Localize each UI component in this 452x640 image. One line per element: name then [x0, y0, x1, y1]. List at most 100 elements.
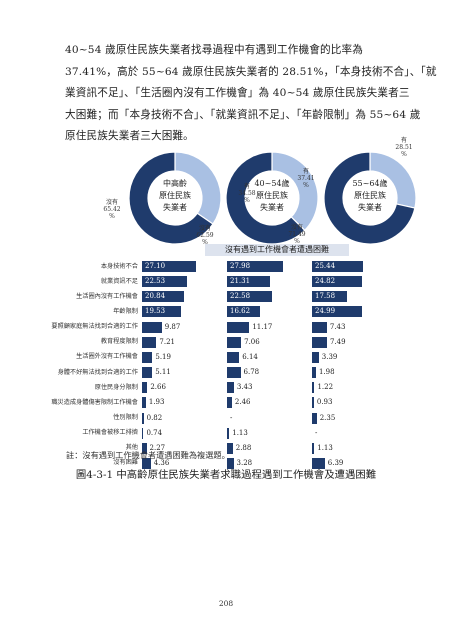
donut-label-line: 有: [302, 168, 309, 175]
donut-label-line: %: [303, 182, 309, 189]
bar-value-label: -: [315, 428, 318, 437]
donut-has-label: 有 37.41%: [292, 168, 320, 189]
donut-title-line: 失業者: [358, 203, 382, 212]
bar-value-label: 24.82: [315, 277, 336, 286]
category-label: 原住民身分限制: [94, 383, 138, 391]
donut-slice-has: [271, 151, 319, 232]
category-label: 本身技術不合: [100, 262, 138, 270]
bar-value-label: 5.11: [155, 368, 171, 377]
category-label: 工作機會被移工排擠: [82, 429, 138, 437]
bar: [142, 276, 188, 288]
bar-value-label: 5.19: [155, 352, 171, 361]
bar-value-label: 27.98: [230, 262, 251, 270]
bar: [142, 291, 184, 303]
bar-value-label: 1.13: [232, 428, 248, 437]
category-label: 生活圈外沒有工作機會: [76, 353, 138, 361]
bar: [227, 321, 250, 333]
bar-value-label: 1.13: [317, 443, 333, 452]
paragraph-line: 業資訊不足」、「生活圈內沒有工作機會」為 40~54 歲原住民族失業者三: [65, 87, 410, 99]
bar-value-label: 21.31: [230, 277, 251, 286]
bar-value-label: 24.99: [315, 307, 336, 316]
bar-value-label: 3.28: [236, 458, 253, 467]
paragraph-line: 37.41%，高於 55~64 歲原住民族失業者的 28.51%，「本身技術不合…: [65, 65, 437, 78]
bar: [312, 382, 315, 394]
bar: [142, 336, 157, 348]
bar: [142, 427, 144, 439]
bar-value-label: 7.43: [329, 322, 346, 331]
bar-value-label: 19.53: [145, 307, 166, 316]
donut-title-line: 原住民族: [256, 191, 288, 200]
donut-slice-none: [128, 151, 214, 245]
donut-title-line: 原住民族: [354, 191, 386, 200]
donut-label-line: %: [244, 197, 250, 204]
bar-value-label: 2.46: [234, 398, 251, 407]
chart-band-title: 沒有遇到工作機會者遭遇困難: [205, 244, 349, 256]
bar: [227, 367, 241, 379]
bar: [312, 442, 315, 454]
bar: [312, 306, 362, 318]
bar-value-label: 25.44: [315, 262, 336, 270]
donut-label-line: 65.42: [103, 206, 121, 213]
bar-value-label: 7.49: [329, 337, 346, 346]
bar-value-label: -: [230, 413, 233, 422]
bar-value-label: 2.35: [319, 413, 336, 422]
donut-center-title: 55~64歲 原住民族 失業者: [346, 178, 394, 214]
donut-label-line: %: [202, 239, 208, 246]
bar: [227, 427, 230, 439]
bar-value-label: 2.27: [149, 443, 166, 452]
bar: [227, 397, 232, 409]
donut-slice-none: [323, 151, 416, 245]
bar: [227, 442, 233, 454]
bar: [312, 351, 319, 363]
donut-title-line: 失業者: [163, 203, 187, 212]
bar: [142, 321, 162, 333]
paragraph-line: 40~54 歲原住民族失業者找尋過程中有遇到工作機會的比率為: [65, 44, 363, 56]
bar-value-label: 6.78: [243, 368, 260, 377]
bar: [312, 397, 314, 409]
donut-label-line: %: [401, 151, 407, 158]
paragraph-line: 大困難；而「本身技術不合」、「就業資訊不足」、「年齡限制」為 55~64 歲: [65, 108, 421, 121]
donut-none-label: 沒有 71.49%: [283, 224, 311, 245]
bar-value-label: 16.62: [230, 307, 251, 316]
bar-value-label: 3.39: [321, 352, 338, 361]
bar-value-label: 7.06: [244, 337, 260, 346]
bar: [142, 382, 148, 394]
bar-value-label: 17.58: [315, 292, 336, 301]
bar: [312, 367, 316, 379]
bar-value-label: 6.14: [242, 352, 258, 361]
bar: [312, 457, 325, 469]
category-label: 要照顧家庭無法找到合適的工作: [51, 323, 138, 331]
body-paragraph: 40~54 歲原住民族失業者找尋過程中有遇到工作機會的比率為 37.41%，高於…: [65, 40, 437, 148]
donut-label-line: 沒有: [290, 224, 303, 231]
bar-value-label: 22.58: [230, 292, 251, 301]
bar-value-label: 6.39: [327, 458, 344, 467]
donut-label-line: 62.59: [196, 232, 214, 239]
bar: [227, 336, 242, 348]
chart-note: 註：沒有遇到工作機會者遭遇困難為複選題。: [66, 450, 230, 460]
bar-value-label: 4.36: [153, 458, 170, 467]
category-label: 沒有困難: [113, 459, 138, 467]
bar-value-label: 22.53: [145, 277, 166, 286]
bar: [227, 276, 270, 288]
figure-caption: 圖4-3-1 中高齡原住民族失業者求職過程遇到工作機會及遭遇困難: [75, 469, 377, 481]
bar: [142, 412, 144, 424]
donut-center-title: 40~54歲 原住民族 失業者: [248, 178, 296, 214]
category-label: 年齡限制: [113, 307, 138, 315]
donut-title-line: 中高齡: [163, 179, 187, 188]
bar: [312, 336, 327, 348]
bar: [142, 457, 151, 469]
bar-value-label: 7.21: [159, 337, 175, 346]
bar-value-label: 11.17: [252, 322, 273, 331]
donut-label-line: %: [109, 213, 115, 220]
bar: [312, 291, 348, 303]
category-label: 生活圈內沒有工作機會: [76, 292, 138, 300]
bar: [312, 412, 317, 424]
category-label: 身體不好無法找到合適的工作: [57, 368, 138, 376]
donut-has-label: 有 34.58%: [233, 183, 261, 204]
donut-label-line: %: [294, 238, 300, 245]
donut-label-line: 沒有: [105, 199, 118, 206]
donut-label-line: 28.51: [395, 144, 413, 151]
bar-value-label: 3.43: [236, 383, 253, 392]
bar: [227, 306, 261, 318]
